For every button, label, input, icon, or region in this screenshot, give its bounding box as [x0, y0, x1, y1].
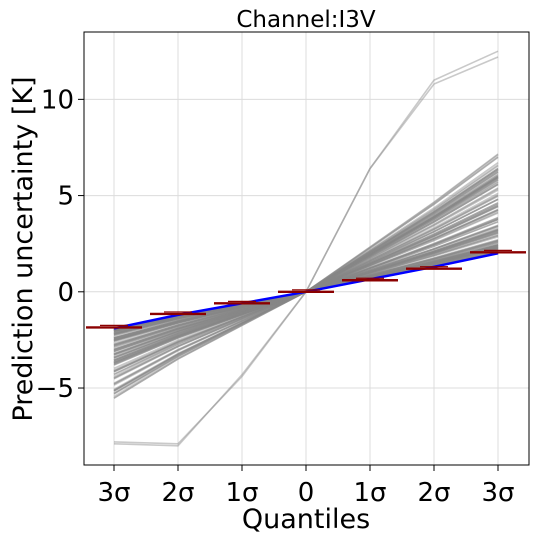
- x-tick-label: 2σ: [417, 478, 450, 508]
- y-axis-label: Prediction uncertainty [K]: [8, 76, 39, 421]
- grid: [84, 32, 529, 465]
- x-ticks: 3σ 2σ 1σ 0 1σ 2σ 3σ: [97, 465, 515, 508]
- y-tick-label: 0: [57, 278, 74, 308]
- x-tick-label: 3σ: [481, 478, 514, 508]
- y-tick-label: 5: [57, 182, 74, 212]
- x-tick-label: 3σ: [97, 478, 130, 508]
- y-ticks: −5 0 5 10: [36, 85, 84, 404]
- observed-markers: [86, 249, 526, 329]
- x-axis-label: Quantiles: [242, 504, 370, 535]
- x-tick-label: 1σ: [225, 478, 258, 508]
- x-tick-label: 1σ: [353, 478, 386, 508]
- chart-title: Channel:I3V: [236, 7, 376, 33]
- x-tick-label: 2σ: [161, 478, 194, 508]
- y-tick-label: 10: [41, 85, 74, 115]
- x-tick-label: 0: [298, 478, 315, 508]
- y-tick-label: −5: [36, 374, 74, 404]
